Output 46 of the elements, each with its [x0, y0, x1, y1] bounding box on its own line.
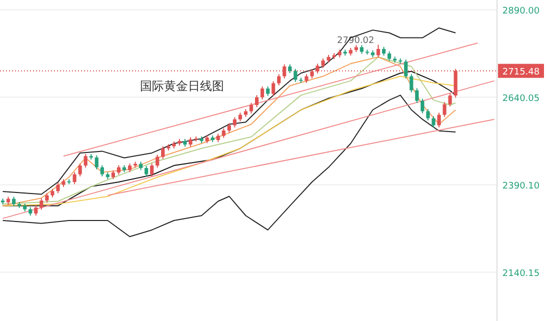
candlestick [254, 94, 259, 108]
candlestick [437, 112, 441, 128]
candlestick [410, 74, 414, 93]
candlestick [161, 146, 165, 160]
candlestick [94, 154, 98, 170]
candlestick [426, 108, 430, 121]
candlestick [432, 116, 436, 128]
candlestick [84, 153, 88, 168]
candlestick [72, 172, 76, 185]
candlestick [376, 44, 380, 58]
candlestick [34, 204, 38, 216]
candlestick [222, 128, 226, 138]
candlestick [321, 58, 325, 68]
y-tick-label: 2640.05 [502, 94, 540, 104]
line-series [2, 27, 456, 195]
candlestick [420, 98, 424, 114]
line-series [2, 94, 456, 238]
candlestick [100, 164, 104, 177]
candlestick [12, 196, 16, 207]
candlestick [227, 122, 231, 134]
candlestick [116, 164, 121, 176]
candlestick [266, 86, 270, 96]
candlestick [277, 74, 281, 86]
y-tick-label: 2390.10 [502, 181, 540, 192]
candlestick [78, 162, 82, 177]
title: 国际黄金日线图 [140, 79, 224, 93]
candlestick [448, 92, 452, 107]
candlestick [40, 198, 44, 210]
candlestick [144, 165, 148, 177]
candlestick [188, 136, 192, 148]
candlestick [56, 182, 60, 194]
candlestick [415, 88, 419, 104]
candlestick [442, 102, 446, 118]
ref-line-label: 2715.48 [502, 67, 540, 78]
candlestick [232, 116, 236, 128]
candlestick [249, 102, 254, 114]
candlestick [272, 80, 276, 96]
candlestick [404, 58, 408, 79]
y-tick-label: 2140.15 [502, 268, 540, 279]
candlestick [150, 162, 154, 177]
candlestick [294, 68, 298, 82]
candlestick [388, 50, 392, 62]
candlestick [45, 192, 49, 204]
candlestick [156, 154, 160, 168]
y-tick-label: 2890.00 [502, 6, 540, 16]
candlestick [260, 86, 264, 100]
